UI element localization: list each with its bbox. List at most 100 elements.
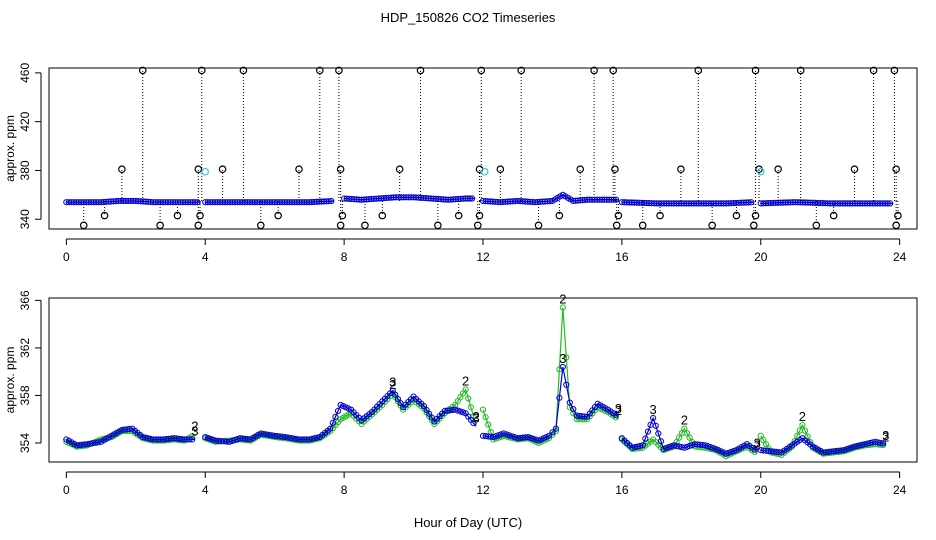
outlier-point (869, 66, 878, 75)
baseline-point (469, 195, 476, 202)
outlier-point (395, 165, 404, 174)
series-point-3 (332, 413, 339, 420)
y-tick-label: 354 (18, 433, 32, 453)
x-tick-label: 16 (615, 250, 629, 264)
series-point-2 (681, 425, 688, 432)
y-tick-label: 460 (18, 63, 32, 83)
series-marker-2: 2 (191, 419, 198, 434)
series-marker-3: 3 (882, 428, 889, 443)
y-tick-label: 366 (18, 290, 32, 310)
outlier-point (416, 66, 425, 75)
series-point-3 (92, 439, 99, 446)
series-marker-2: 2 (754, 438, 761, 453)
series-point-3 (707, 444, 714, 451)
cyan-point (756, 167, 765, 176)
series-point-3 (877, 439, 884, 447)
baseline-point (887, 200, 894, 207)
outlier-point (239, 66, 248, 75)
outlier-point (336, 221, 345, 230)
y-tick-label: 340 (18, 209, 32, 229)
x-tick-label: 20 (754, 483, 768, 497)
series-point-3 (495, 432, 502, 439)
series-point-3 (663, 444, 670, 452)
bottom-panel: 0 4 8 12 16 20 24 354 358 362 366 approx. ppm 2 2 2 2 2 2… (3, 290, 918, 497)
outlier-point (454, 211, 463, 220)
series-point-3 (527, 434, 534, 442)
series-marker-3: 3 (650, 402, 657, 417)
baseline-point (884, 200, 891, 207)
baseline-point (608, 196, 615, 203)
outlier-point (708, 221, 716, 230)
series-point-3 (642, 435, 649, 442)
series-point-3 (556, 394, 563, 401)
x-tick-label: 8 (341, 250, 348, 264)
cyan-point (201, 167, 210, 176)
outlier-point (361, 221, 369, 230)
series-point-3 (506, 432, 513, 439)
series-point-3 (452, 406, 459, 413)
series-point-2 (462, 386, 469, 393)
series-point-3 (327, 425, 334, 432)
series-marker-2: 2 (681, 413, 688, 428)
baseline-point (194, 199, 201, 206)
series-point-2 (467, 404, 474, 411)
series-point-3 (329, 419, 336, 426)
series-point-3 (722, 450, 730, 457)
outlier-point (890, 66, 899, 75)
baseline-point (610, 196, 617, 203)
cyan-point (480, 167, 489, 176)
baseline-point (466, 195, 474, 202)
series-point-3 (454, 407, 461, 414)
series-point-2 (801, 427, 809, 434)
x-tick-label: 4 (202, 483, 209, 497)
baseline-point (612, 196, 620, 203)
series-point-3 (639, 442, 646, 449)
series-point-3 (500, 430, 507, 437)
series-point-3 (284, 434, 291, 441)
series-marker-2: 2 (882, 429, 889, 444)
series-point-3 (530, 435, 537, 442)
series-point-2 (686, 434, 693, 441)
series-point-2 (799, 422, 806, 429)
baseline-point (570, 197, 577, 205)
series-point-3 (545, 432, 553, 439)
outlier-point (475, 211, 484, 220)
outlier-point (892, 221, 900, 230)
outlier-point (79, 221, 88, 230)
outlier-point (118, 165, 126, 174)
x-tick-label: 0 (63, 250, 70, 264)
series-point-3 (89, 440, 96, 447)
x-tick-label: 20 (754, 250, 768, 264)
outlier-point (576, 165, 585, 174)
series-point-3 (686, 442, 693, 450)
series-point-2 (479, 406, 487, 413)
series-marker-3: 3 (191, 423, 198, 438)
series-point-3 (683, 443, 691, 450)
series-point-3 (287, 434, 294, 442)
series-point-2 (563, 354, 570, 361)
outlier-point (796, 66, 805, 75)
baseline-point (192, 199, 199, 206)
outlier-point (256, 221, 265, 230)
series-point-3 (846, 445, 853, 452)
x-tick-label: 24 (893, 483, 907, 497)
baseline-point (745, 199, 752, 206)
series-marker-2: 2 (615, 403, 622, 418)
series-point-3 (880, 440, 887, 447)
outlier-point (829, 211, 838, 220)
outlier-point (316, 66, 324, 75)
x-tick-label: 12 (476, 483, 490, 497)
outlier-point (218, 165, 227, 174)
outlier-point (609, 66, 618, 75)
outlier-point (732, 211, 741, 220)
baseline-point (464, 195, 471, 202)
outlier-point (611, 165, 619, 174)
figure-title: HDP_150826 CO2 Timeseries (381, 10, 556, 25)
series-point-3 (334, 407, 342, 414)
outlier-point (612, 221, 621, 230)
series-point-3 (126, 425, 133, 433)
outlier-point (336, 165, 345, 174)
y-axis-label: approx. ppm (3, 347, 17, 414)
outlier-point (100, 211, 109, 220)
outlier-point (751, 211, 760, 220)
